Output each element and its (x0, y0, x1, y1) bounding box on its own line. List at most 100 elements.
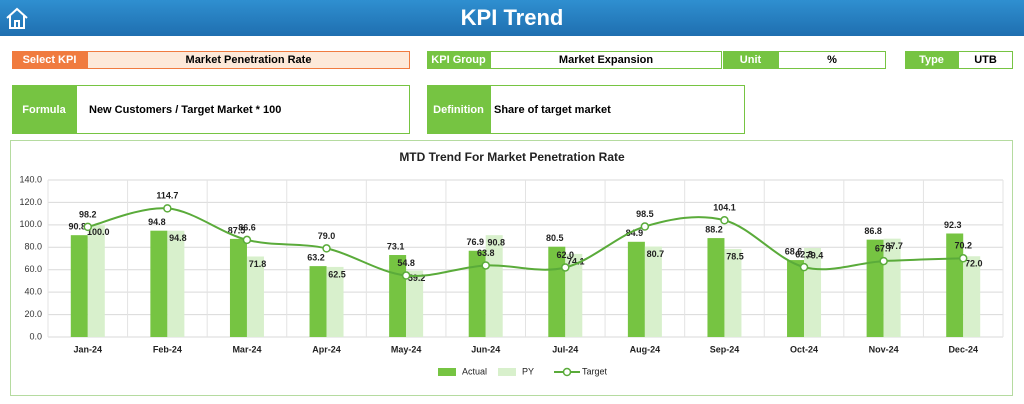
x-tick-label: Jul-24 (552, 344, 578, 354)
bar (150, 230, 168, 337)
data-label: 76.9 (466, 237, 484, 247)
target-marker (640, 222, 650, 231)
data-label: 90.8 (487, 238, 505, 248)
bar (309, 266, 327, 337)
data-label: 79.0 (318, 231, 336, 241)
x-tick-label: May-24 (391, 344, 422, 354)
data-label: 62.5 (328, 269, 346, 279)
target-marker (799, 262, 809, 272)
data-label: 78.5 (726, 251, 744, 261)
kpi-group-value: Market Expansion (490, 51, 722, 69)
bar (644, 246, 662, 337)
bar (883, 238, 901, 337)
x-tick-label: Dec-24 (948, 344, 978, 354)
bar (326, 266, 344, 337)
y-tick-label: 100.0 (19, 219, 42, 229)
target-marker (322, 244, 331, 253)
bar (246, 256, 264, 337)
home-icon[interactable] (4, 5, 30, 31)
definition-label: Definition (427, 85, 490, 134)
target-marker (720, 216, 729, 225)
data-label: 70.2 (954, 241, 972, 251)
data-label: 90.8 (69, 222, 87, 232)
data-label: 100.0 (87, 227, 110, 237)
bar (167, 230, 185, 337)
data-label: 63.2 (307, 253, 325, 263)
data-label: 62.0 (557, 250, 575, 260)
data-label: 94.8 (148, 217, 166, 227)
bar (406, 270, 424, 337)
bar (548, 246, 566, 337)
bar (804, 247, 822, 337)
x-tick-label: Jun-24 (471, 344, 500, 354)
bar (485, 235, 503, 337)
bar (627, 241, 645, 337)
y-tick-label: 20.0 (24, 309, 42, 319)
data-label: 73.1 (387, 241, 405, 251)
data-label: 67.7 (875, 243, 893, 253)
legend-label: Actual (462, 366, 487, 376)
target-marker (163, 204, 172, 213)
data-label: 84.9 (626, 228, 644, 238)
chart-title: MTD Trend For Market Penetration Rate (399, 150, 625, 164)
bar (87, 224, 105, 337)
data-label: 54.8 (397, 258, 415, 268)
bar (866, 239, 884, 337)
x-tick-label: Jan-24 (74, 344, 103, 354)
bar (787, 260, 805, 337)
bar (468, 250, 486, 337)
legend-label: PY (522, 366, 534, 376)
data-label: 80.7 (647, 249, 665, 259)
select-kpi-value[interactable]: Market Penetration Rate (87, 51, 410, 69)
data-label: 74.1 (567, 256, 585, 266)
bar (707, 238, 725, 337)
target-marker (481, 261, 490, 270)
data-label: 88.2 (705, 224, 723, 234)
data-label: 94.8 (169, 233, 187, 243)
bar (70, 235, 88, 337)
definition-value: Share of target market (490, 85, 745, 134)
formula-label: Formula (12, 85, 76, 134)
y-tick-label: 80.0 (24, 242, 42, 252)
bar (229, 238, 247, 337)
x-tick-label: Nov-24 (869, 344, 899, 354)
select-kpi-label: Select KPI (12, 51, 87, 69)
data-label: 87.7 (885, 241, 903, 251)
y-tick-label: 120.0 (19, 197, 42, 207)
data-label: 87.5 (228, 225, 246, 235)
data-label: 63.8 (477, 248, 495, 258)
data-label: 59.2 (408, 273, 426, 283)
x-tick-label: Oct-24 (790, 344, 818, 354)
legend-marker (562, 367, 572, 377)
x-tick-label: Feb-24 (153, 344, 182, 354)
target-marker (958, 254, 968, 263)
unit-label: Unit (723, 51, 778, 69)
data-label: 104.1 (713, 203, 736, 213)
unit-value: % (778, 51, 886, 69)
data-label: 86.8 (864, 226, 882, 236)
y-tick-label: 40.0 (24, 287, 42, 297)
x-tick-label: Sep-24 (710, 344, 740, 354)
target-marker (83, 222, 93, 232)
type-label: Type (905, 51, 958, 69)
data-label: 79.4 (806, 250, 824, 260)
target-marker (401, 271, 411, 280)
x-tick-label: Mar-24 (232, 344, 261, 354)
target-marker (561, 263, 570, 272)
data-label: 72.0 (965, 259, 983, 269)
target-marker (879, 256, 888, 266)
legend-swatch (438, 368, 456, 376)
formula-value: New Customers / Target Market * 100 (76, 85, 410, 134)
type-value: UTB (958, 51, 1013, 69)
data-label: 86.6 (238, 222, 256, 232)
kpi-group-label: KPI Group (427, 51, 490, 69)
legend-label: Target (582, 366, 608, 376)
y-tick-label: 0.0 (29, 331, 42, 341)
bar (724, 248, 742, 337)
data-label: 62.3 (795, 250, 813, 260)
header-title: KPI Trend (0, 0, 1024, 36)
bar (963, 256, 981, 337)
data-label: 80.5 (546, 233, 564, 243)
